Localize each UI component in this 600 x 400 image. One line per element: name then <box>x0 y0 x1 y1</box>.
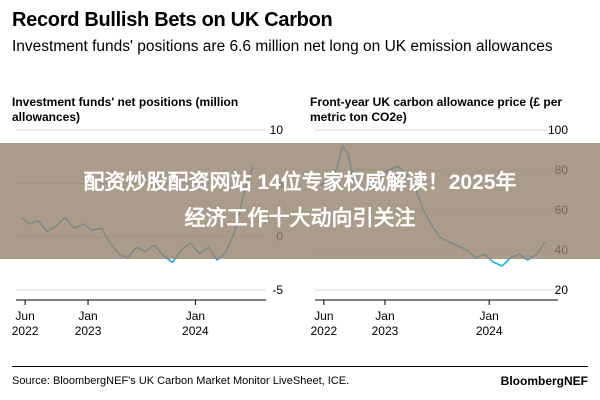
y-tick-label-p1-3: -5 <box>272 283 283 297</box>
overlay-text-line-2: 经济工作十大动向引关注 <box>184 207 416 230</box>
x-tick-label-p1-1-year: 2023 <box>75 324 102 338</box>
x-tick-label-p2-1-month: Jan <box>375 309 394 323</box>
brand-logo-text: BloombergNEF <box>500 374 588 388</box>
chart-subtitle: Investment funds' positions are 6.6 mill… <box>12 38 553 55</box>
overlay-text-line-1: 配资炒股配资网站 14位专家权威解读！2025年 <box>83 171 517 194</box>
x-tick-label-p1-2-month: Jan <box>186 309 205 323</box>
source-note: Source: BloombergNEF's UK Carbon Market … <box>12 375 350 387</box>
chart-title: Record Bullish Bets on UK Carbon <box>12 9 333 31</box>
panel-title-net-positions: Investment funds' net positions (million… <box>12 95 239 124</box>
y-tick-label-p2-0: 100 <box>548 123 568 137</box>
x-tick-label-p2-1-year: 2023 <box>372 324 399 338</box>
x-tick-label-p2-2-month: Jan <box>480 309 499 323</box>
x-tick-label-p2-0-year: 2022 <box>311 324 338 338</box>
x-tick-label-p2-0-month: Jun <box>314 309 333 323</box>
y-tick-label-p2-4: 20 <box>555 283 569 297</box>
x-tick-label-p1-0-month: Jun <box>15 309 34 323</box>
x-tick-label-p1-0-year: 2022 <box>12 324 39 338</box>
x-tick-label-p1-1-month: Jan <box>78 309 97 323</box>
panel-title-carbon-price: Front-year UK carbon allowance price (£ … <box>310 95 563 124</box>
x-tick-label-p2-2-year: 2024 <box>476 324 503 338</box>
overlay-banner: 配资炒股配资网站 14位专家权威解读！2025年 经济工作十大动向引关注 <box>0 143 600 259</box>
x-tick-label-p1-2-year: 2024 <box>182 324 209 338</box>
y-tick-label-p1-0: 10 <box>270 123 284 137</box>
footer-divider <box>12 366 588 367</box>
